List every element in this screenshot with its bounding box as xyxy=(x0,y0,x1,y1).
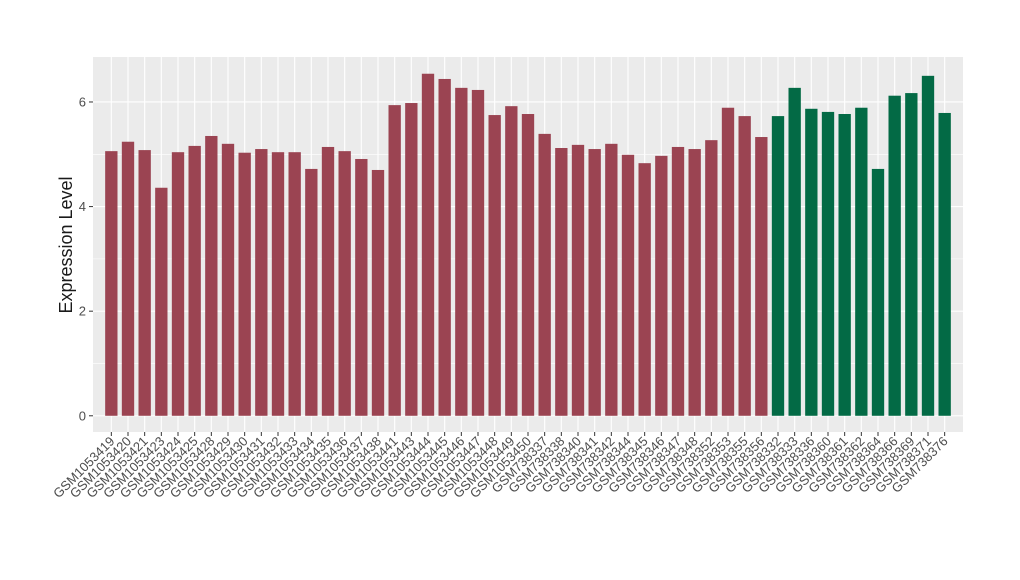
bar xyxy=(321,146,335,416)
bar xyxy=(838,114,851,416)
bar xyxy=(271,152,285,416)
bar xyxy=(638,163,651,416)
bar xyxy=(255,149,268,416)
bar xyxy=(388,105,401,416)
bar xyxy=(355,158,368,416)
bar xyxy=(688,149,701,416)
bar xyxy=(788,87,801,416)
bar xyxy=(238,152,251,416)
bar xyxy=(105,151,118,416)
bar xyxy=(371,169,385,416)
bar xyxy=(455,87,468,416)
bar xyxy=(205,135,218,416)
bar xyxy=(855,107,868,416)
bar xyxy=(655,155,668,416)
bar xyxy=(438,78,451,416)
bar xyxy=(121,141,135,416)
y-tick-label: 4 xyxy=(79,199,86,214)
bar xyxy=(138,150,151,416)
bar xyxy=(221,143,235,416)
bar xyxy=(871,168,885,416)
bar xyxy=(555,148,568,416)
bar xyxy=(471,89,485,416)
bar xyxy=(338,151,351,416)
bar xyxy=(505,106,518,416)
bar xyxy=(771,116,785,416)
bar xyxy=(188,145,201,416)
y-tick-label: 6 xyxy=(79,94,86,109)
bar xyxy=(521,114,535,416)
bar xyxy=(171,152,185,416)
bar xyxy=(905,93,918,416)
bar xyxy=(538,133,551,416)
y-tick-label: 2 xyxy=(79,304,86,319)
bar xyxy=(938,112,951,416)
bar xyxy=(288,152,301,416)
bar xyxy=(155,187,168,416)
bar xyxy=(671,146,685,416)
y-axis-label: Expression Level xyxy=(56,176,76,313)
bar xyxy=(421,73,435,416)
bar xyxy=(605,143,618,416)
bar xyxy=(755,137,768,416)
bar xyxy=(588,149,601,416)
bar xyxy=(305,168,318,416)
bar xyxy=(405,103,418,416)
bar xyxy=(488,115,501,416)
bar xyxy=(921,75,935,416)
bar xyxy=(738,116,751,416)
bar xyxy=(705,140,718,416)
bar xyxy=(821,111,835,416)
bar xyxy=(621,154,635,416)
bar xyxy=(571,144,585,416)
bar xyxy=(805,108,818,416)
y-tick-label: 0 xyxy=(79,408,86,423)
bar xyxy=(888,95,901,416)
bar xyxy=(721,107,735,416)
